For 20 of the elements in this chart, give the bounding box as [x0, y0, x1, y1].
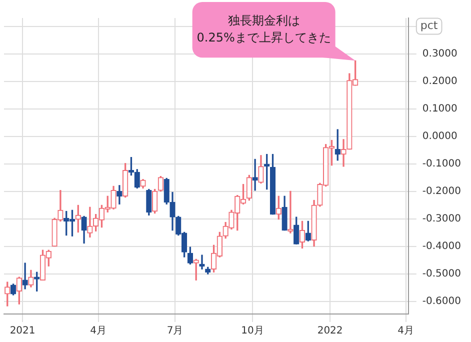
x-tick-label: 4月: [90, 326, 107, 337]
x-tick-label: 10月: [241, 326, 264, 337]
x-tick-label: 2022: [317, 326, 343, 337]
y-tick-label: -0.6000: [422, 296, 462, 308]
annotation: 独長期金利は 0.25%まで上昇してきた: [196, 13, 331, 44]
y-tick-label: -0.1000: [422, 158, 462, 170]
candlestick: [22, 262, 28, 290]
y-tick-label: 0.2000: [422, 76, 458, 87]
candlestick: [252, 158, 258, 191]
y-tick-label: -0.2000: [422, 186, 462, 198]
x-tick-label: 7月: [166, 326, 184, 337]
y-axis-title: pct: [420, 19, 438, 32]
y-tick-label: 0.1000: [422, 103, 458, 114]
y-tick-label: -0.5000: [422, 268, 462, 280]
y-tick-label: 0.0000: [422, 130, 458, 142]
y-tick-label: 0.3000: [422, 48, 458, 60]
y-tick-label: -0.3000: [422, 214, 462, 225]
x-tick-label: 2021: [10, 326, 36, 337]
x-tick-label: 4月: [398, 326, 414, 337]
y-tick-label: -0.4000: [422, 241, 462, 252]
